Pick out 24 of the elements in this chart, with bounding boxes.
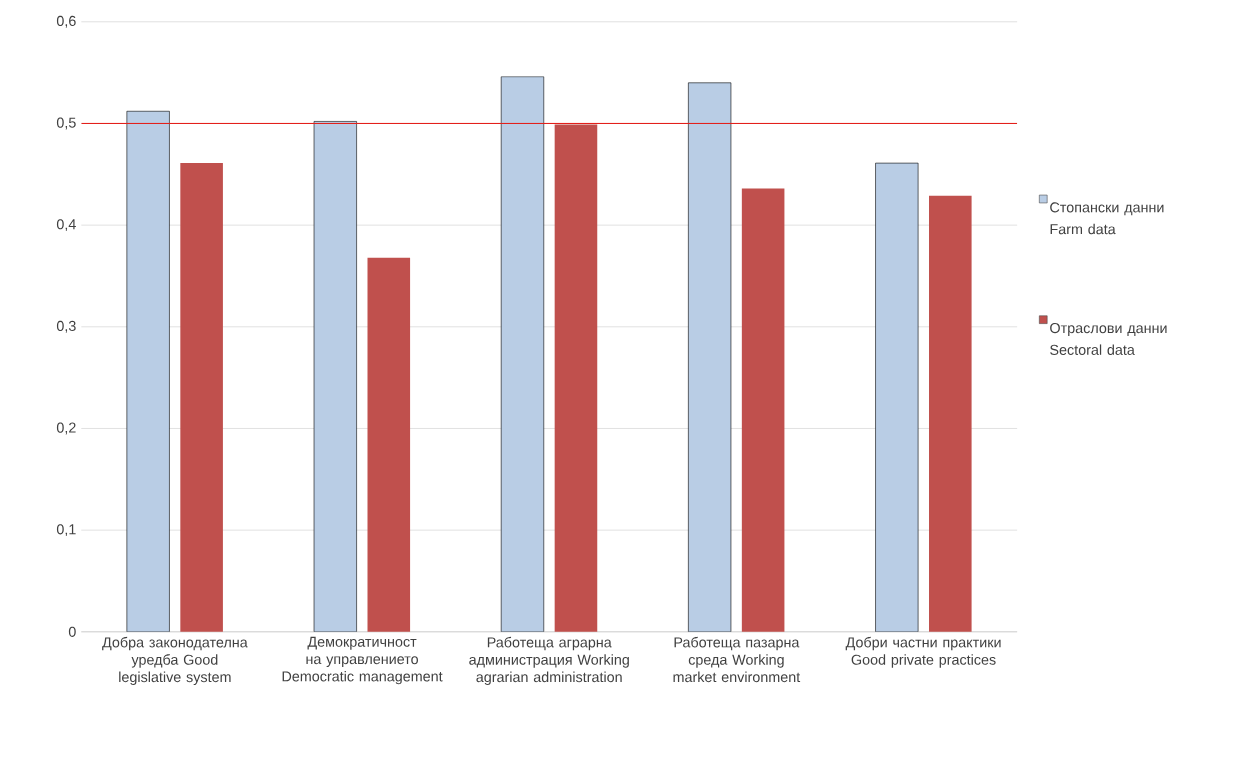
x-tick-label: Работеща аграрна администрация Working agrarian administration [469, 637, 629, 686]
y-tick-label: 0 [68, 626, 76, 638]
y-tick-label: 0,1 [56, 524, 76, 537]
bar [688, 82, 732, 633]
bar [126, 111, 170, 633]
bar [313, 121, 357, 633]
bar [741, 188, 785, 633]
x-tick-label: Работеща пазарна среда Working market environment [673, 637, 801, 683]
y-tick-label: 0,6 [56, 16, 76, 28]
y-tick-label: 0,2 [56, 422, 76, 435]
y-tick-label: 0,4 [56, 219, 76, 232]
legend-label: Отраслови данни Sectoral data [1050, 323, 1167, 356]
bar [500, 76, 545, 633]
x-tick-label: Демократичност на управлението Democratic management [282, 637, 443, 685]
y-tick-label: 0,5 [56, 117, 76, 130]
legend-label: Стопански данни Farm data [1050, 202, 1164, 235]
x-tick-label: Добри частни практики Good private practices [845, 637, 1001, 668]
y-tick-label: 0,3 [56, 321, 76, 333]
bar [929, 195, 972, 633]
x-tick-label: Добра законодателна уредба Good legislative system [102, 637, 248, 686]
bar [180, 163, 223, 633]
bar [875, 163, 919, 633]
bar [367, 257, 411, 633]
bar [554, 124, 598, 633]
